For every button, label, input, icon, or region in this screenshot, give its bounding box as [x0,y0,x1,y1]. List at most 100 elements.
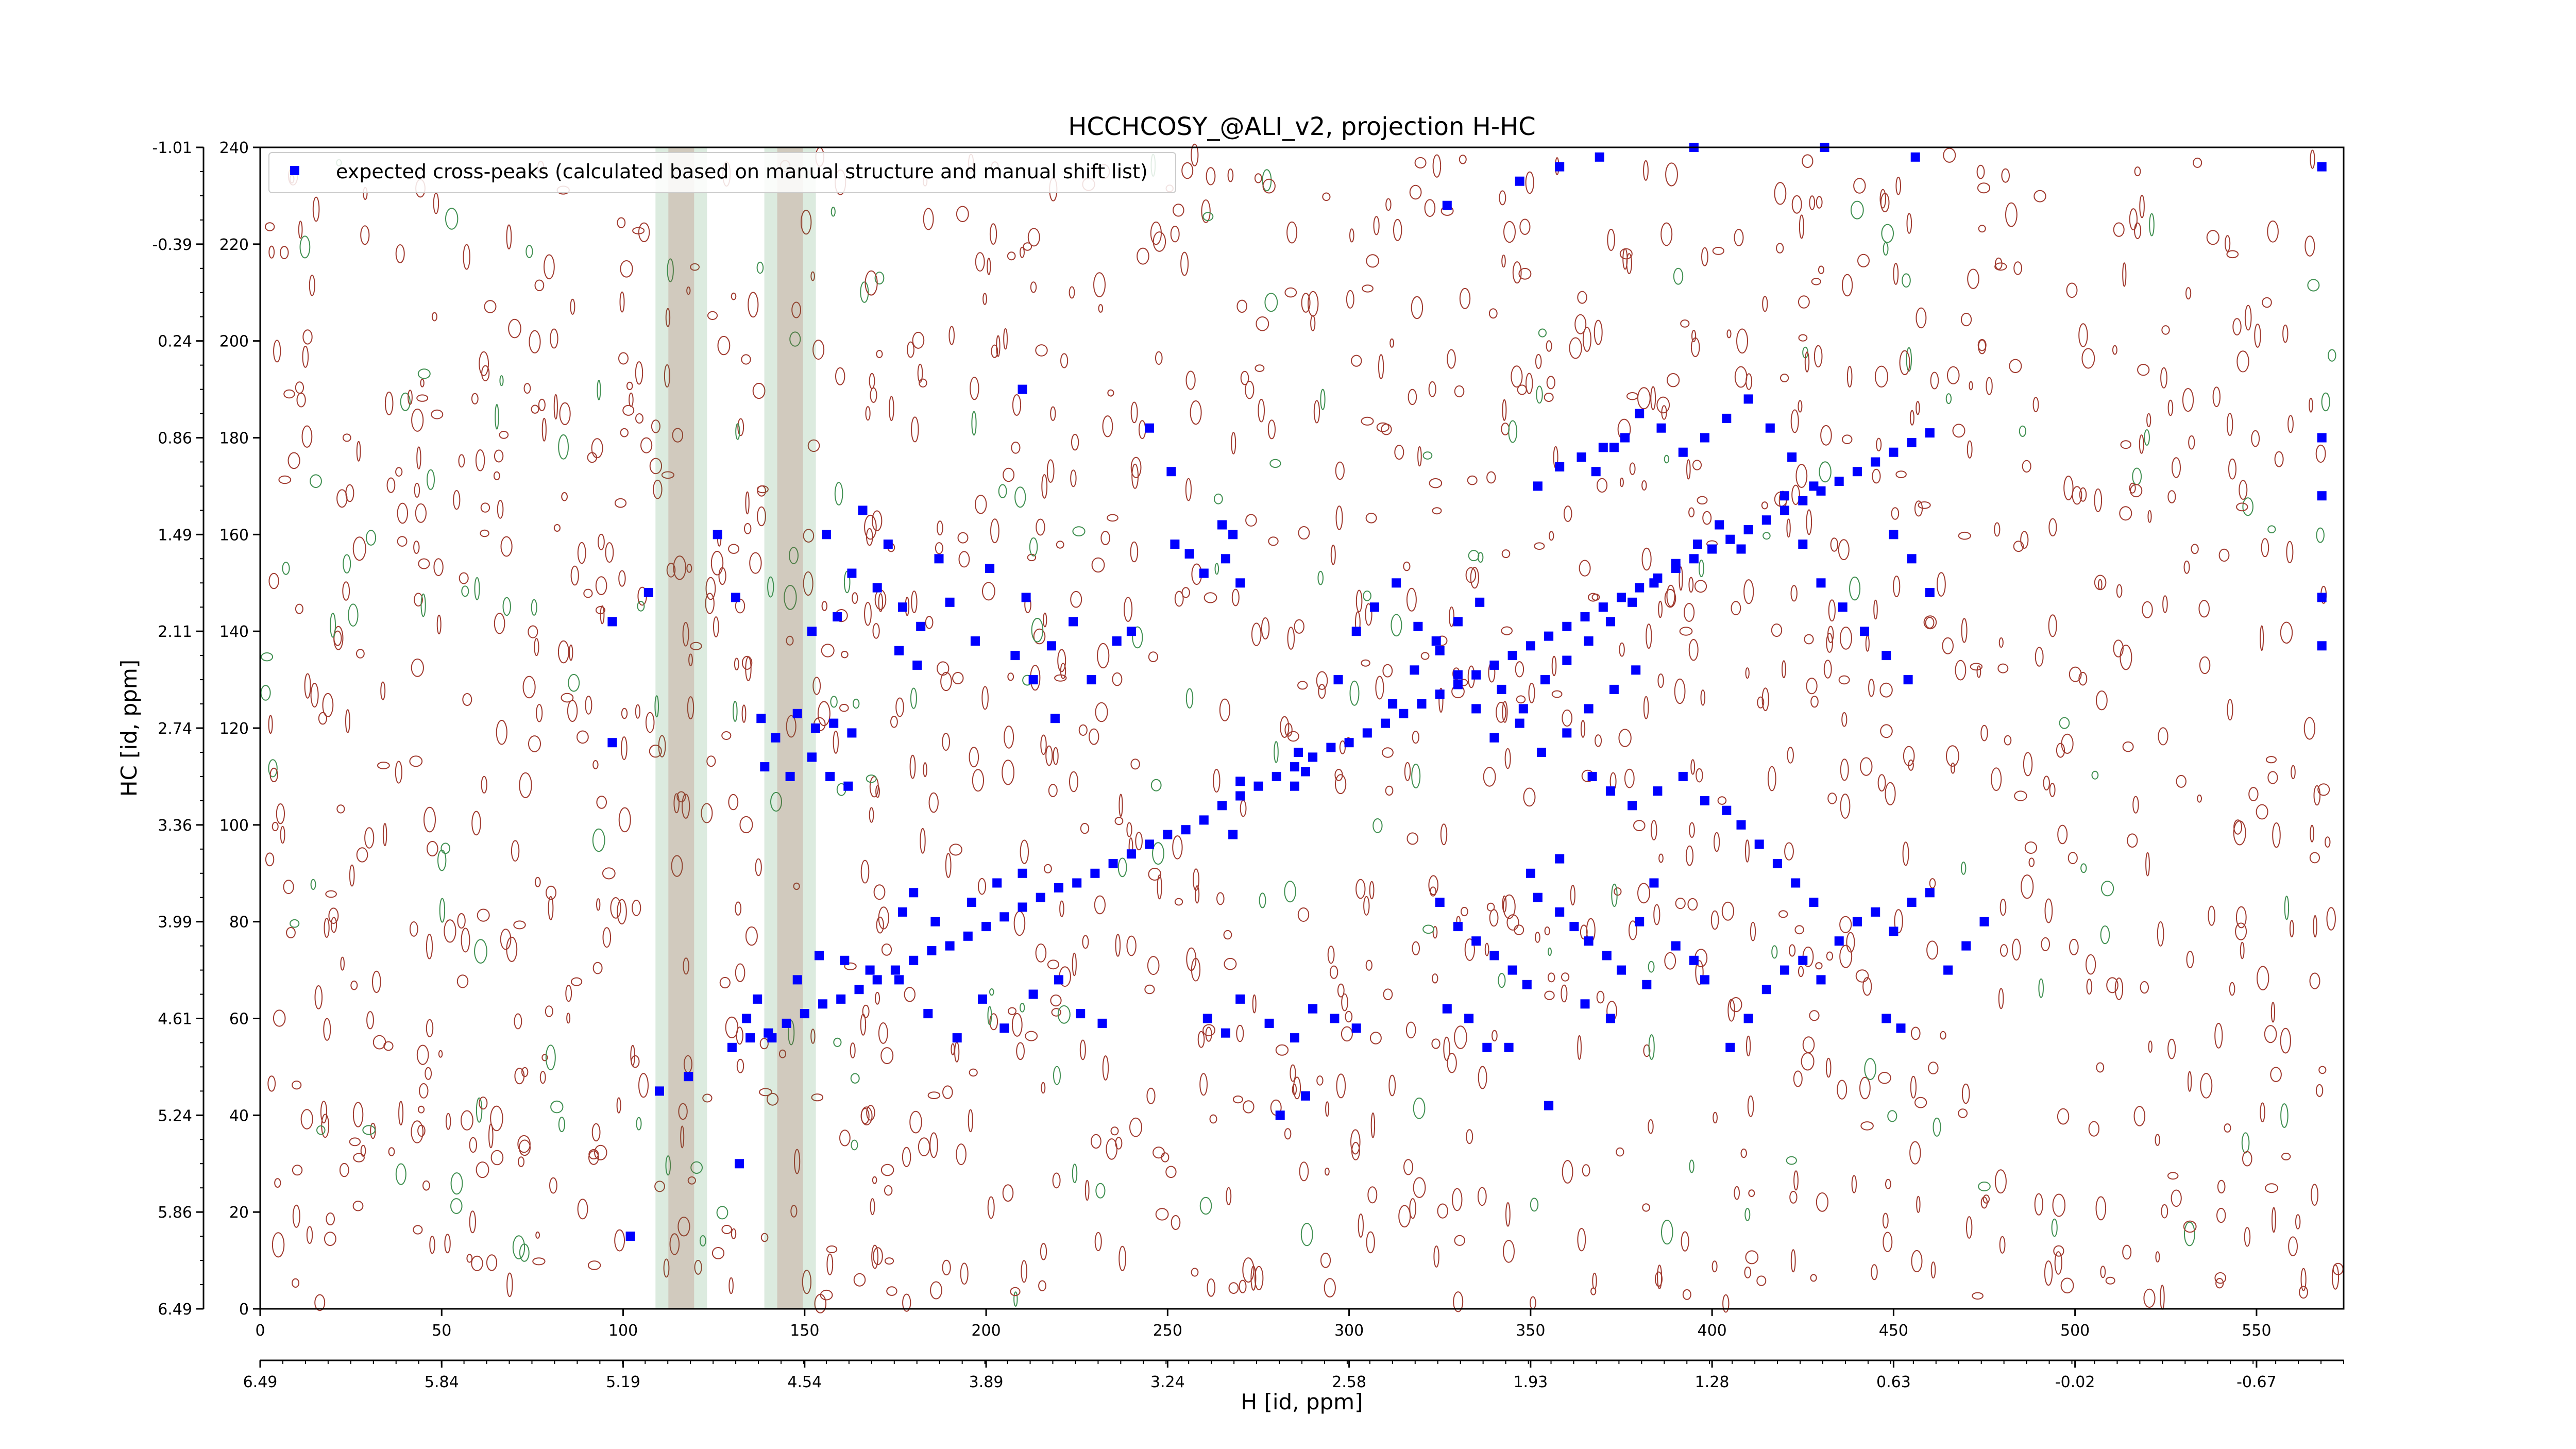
noise-contour [969,747,979,768]
noise-contour [1091,1134,1101,1149]
noise-contour [878,906,889,930]
noise-contour [2120,645,2132,670]
noise-contour [438,1050,443,1058]
cross-peak-marker [1671,559,1681,568]
cross-peak-marker [1791,878,1801,888]
noise-contour [1762,296,1768,312]
noise-contour [2158,727,2168,746]
noise-contour [2078,671,2088,686]
noise-contour [280,825,285,844]
noise-contour [591,438,603,459]
noise-contour [583,588,593,598]
noise-contour [862,1004,870,1018]
noise-contour [1774,182,1787,205]
noise-contour [471,811,481,836]
noise-contour [2122,741,2134,752]
noise-contour [711,1247,725,1259]
noise-contour [1814,345,1823,368]
noise-contour [2270,1002,2275,1023]
noise-contour [1098,304,1104,313]
noise-contour [1467,475,1478,485]
cross-peak-marker [952,1033,962,1043]
noise-contour [309,275,315,296]
noise-contour [296,392,306,408]
noise-contour [2218,548,2230,562]
noise-contour [1148,651,1158,663]
noise-contour [570,565,579,586]
noise-contour [651,419,660,433]
noise-contour [803,529,815,543]
noise-contour [1916,307,1927,329]
noise-contour [592,828,605,852]
noise-contour [386,477,396,493]
cross-peak-marker [1544,631,1554,641]
noise-contour [1563,506,1572,522]
noise-contour [2088,1121,2100,1137]
noise-contour [1970,663,1983,671]
noise-contour [415,503,427,523]
noise-contour [1906,213,1912,234]
noise-contour [790,1205,798,1218]
cross-peak-marker [1743,1014,1753,1023]
noise-contour [2235,906,2247,929]
cross-peak-marker [760,762,770,772]
cross-peak-marker [1126,627,1136,636]
noise-contour [860,281,869,303]
noise-contour [1977,182,1991,194]
noise-contour [1699,559,1704,578]
x-ppm-tick-label: 0.63 [1876,1373,1911,1391]
cross-peak-marker [1471,670,1481,680]
cross-peak-marker [1889,926,1899,936]
noise-contour [1648,961,1655,973]
noise-contour [736,1026,743,1045]
noise-contour [517,1135,531,1153]
noise-contour [810,1029,816,1044]
noise-contour [970,377,979,400]
cross-peak-marker [745,1033,755,1043]
noise-contour [1330,544,1336,565]
x-tick-label: 100 [608,1322,638,1340]
noise-contour [686,287,691,295]
noise-contour [299,235,311,259]
y-ppm-tick-label: 2.11 [158,623,192,641]
noise-contour [2232,318,2242,335]
noise-contour [352,536,366,561]
noise-contour [1502,701,1508,723]
noise-contour [678,1103,688,1120]
noise-contour [272,1232,285,1258]
noise-contour [1881,224,1894,243]
noise-contour [2032,397,2039,412]
noise-contour [2281,1153,2291,1160]
noise-contour [735,901,742,916]
noise-contour [665,308,671,327]
noise-contour [1094,1232,1102,1252]
noise-contour [2191,544,2199,554]
noise-contour [975,252,985,272]
cross-peak-marker [1761,515,1771,525]
noise-contour [1185,478,1192,501]
noise-contour [1102,415,1113,437]
y-tick-label: 20 [229,1204,249,1222]
noise-contour [1118,1245,1127,1271]
cross-peak-marker [1108,859,1118,868]
noise-contour [558,434,569,460]
noise-contour [1284,881,1296,903]
noise-contour [687,1176,696,1185]
noise-contour [1784,842,1794,861]
noise-contour [1871,1264,1878,1280]
noise-contour [352,1201,364,1211]
noise-contour [1508,420,1518,443]
noise-contour [1684,603,1695,622]
chart-title: HCCHCOSY_@ALI_v2, projection H-HC [1068,112,1536,141]
noise-contour [1447,1053,1457,1073]
noise-contour [622,405,635,416]
noise-contour [1577,1228,1586,1252]
noise-contour [2072,486,2082,505]
noise-contour [591,1123,601,1142]
noise-contour [471,393,479,405]
noise-contour [2311,1184,2319,1206]
cross-peak-marker [1580,999,1590,1009]
noise-contour [535,1231,540,1239]
noise-contour [2295,1214,2301,1229]
noise-contour [2044,898,2053,923]
